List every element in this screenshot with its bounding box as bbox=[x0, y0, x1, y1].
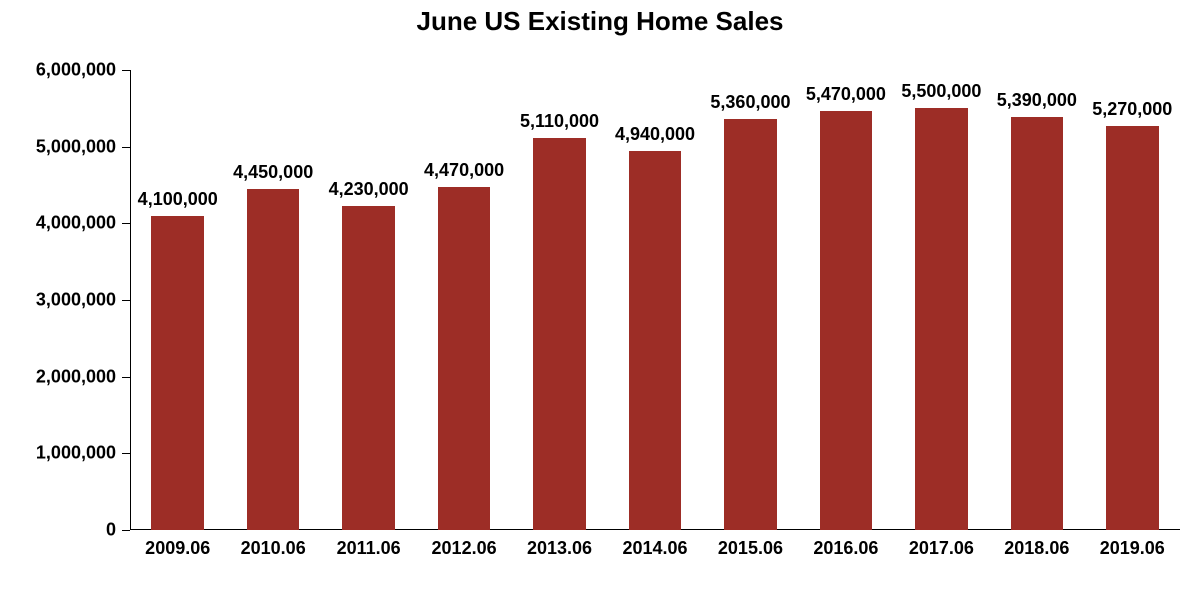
y-tick-mark bbox=[122, 453, 130, 454]
y-tick-mark bbox=[122, 300, 130, 301]
y-tick-label: 5,000,000 bbox=[36, 136, 116, 157]
x-tick-label: 2014.06 bbox=[622, 538, 687, 559]
plot-area: 01,000,0002,000,0003,000,0004,000,0005,0… bbox=[130, 70, 1180, 530]
bar bbox=[533, 138, 586, 530]
bar bbox=[820, 111, 873, 530]
bar bbox=[342, 206, 395, 530]
bar-value-label: 4,450,000 bbox=[233, 162, 313, 183]
x-tick-label: 2016.06 bbox=[813, 538, 878, 559]
bar bbox=[151, 216, 204, 530]
chart-title: June US Existing Home Sales bbox=[0, 6, 1200, 37]
bar bbox=[915, 108, 968, 530]
bar-value-label: 5,470,000 bbox=[806, 84, 886, 105]
x-tick-label: 2018.06 bbox=[1004, 538, 1069, 559]
y-tick-mark bbox=[122, 147, 130, 148]
y-tick-mark bbox=[122, 377, 130, 378]
bar-value-label: 5,390,000 bbox=[997, 90, 1077, 111]
y-tick-label: 2,000,000 bbox=[36, 366, 116, 387]
x-tick-label: 2009.06 bbox=[145, 538, 210, 559]
bar bbox=[438, 187, 491, 530]
bar-value-label: 5,270,000 bbox=[1092, 99, 1172, 120]
bar bbox=[247, 189, 300, 530]
bar bbox=[1011, 117, 1064, 530]
y-tick-label: 1,000,000 bbox=[36, 443, 116, 464]
x-tick-label: 2012.06 bbox=[432, 538, 497, 559]
x-tick-label: 2019.06 bbox=[1100, 538, 1165, 559]
bar bbox=[629, 151, 682, 530]
y-tick-label: 0 bbox=[106, 520, 116, 541]
bar-value-label: 5,360,000 bbox=[710, 92, 790, 113]
bar-value-label: 4,100,000 bbox=[138, 189, 218, 210]
x-tick-label: 2017.06 bbox=[909, 538, 974, 559]
y-tick-mark bbox=[122, 223, 130, 224]
bar-value-label: 5,110,000 bbox=[520, 111, 599, 132]
bar-chart: June US Existing Home Sales 01,000,0002,… bbox=[0, 0, 1200, 603]
y-axis-line bbox=[130, 70, 131, 530]
bar-value-label: 4,940,000 bbox=[615, 124, 695, 145]
y-tick-label: 6,000,000 bbox=[36, 60, 116, 81]
bar bbox=[1106, 126, 1159, 530]
y-tick-mark bbox=[122, 70, 130, 71]
bar-value-label: 5,500,000 bbox=[901, 81, 981, 102]
bar bbox=[724, 119, 777, 530]
y-tick-label: 3,000,000 bbox=[36, 290, 116, 311]
bar-value-label: 4,470,000 bbox=[424, 160, 504, 181]
x-tick-label: 2015.06 bbox=[718, 538, 783, 559]
x-tick-label: 2010.06 bbox=[241, 538, 306, 559]
y-tick-label: 4,000,000 bbox=[36, 213, 116, 234]
bar-value-label: 4,230,000 bbox=[329, 179, 409, 200]
y-tick-mark bbox=[122, 530, 130, 531]
x-tick-label: 2011.06 bbox=[337, 538, 401, 559]
x-tick-label: 2013.06 bbox=[527, 538, 592, 559]
